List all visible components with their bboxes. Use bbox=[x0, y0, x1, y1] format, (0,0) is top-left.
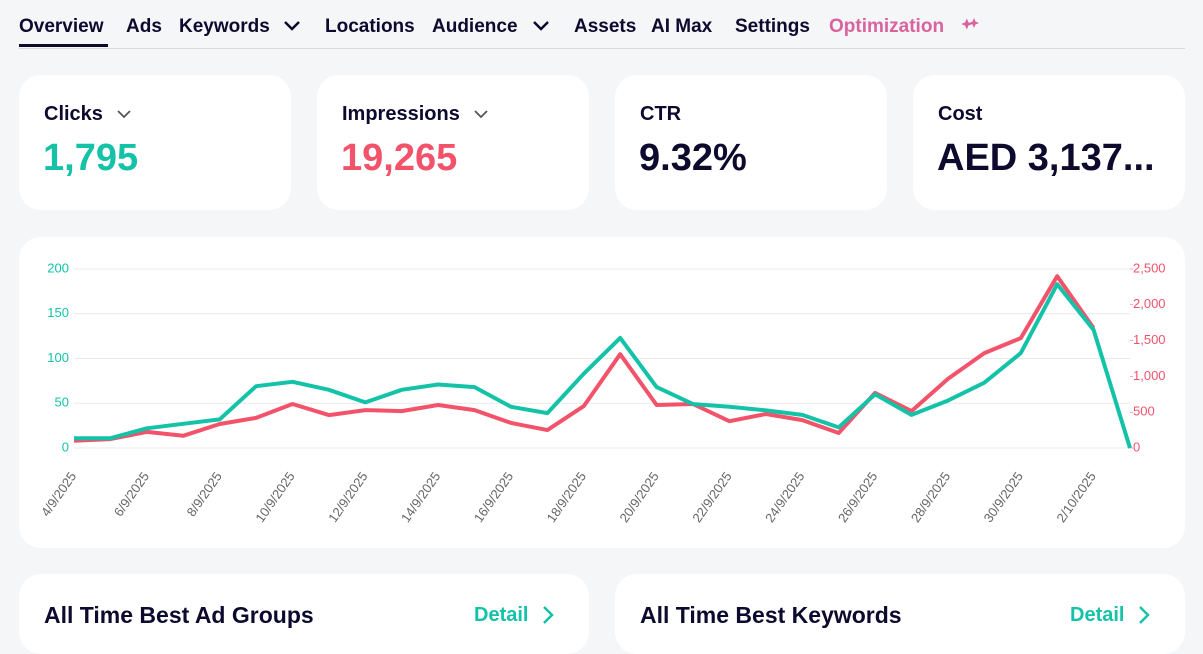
x-tick-label: 8/9/2025 bbox=[184, 469, 225, 519]
chevron bbox=[543, 606, 554, 624]
tab[interactable]: Overview bbox=[19, 16, 104, 37]
tab-underline bbox=[19, 44, 108, 47]
x-tick-label: 22/9/2025 bbox=[689, 469, 734, 525]
x-tick-label: 18/9/2025 bbox=[544, 469, 589, 525]
series-line bbox=[73, 274, 1096, 443]
tab[interactable]: Settings bbox=[735, 16, 810, 37]
sparkle-icon bbox=[961, 18, 979, 30]
x-tick-label: 24/9/2025 bbox=[762, 469, 807, 525]
kpi-label: Clicks bbox=[44, 103, 103, 125]
chevron bbox=[117, 110, 131, 119]
tab[interactable]: AI Max bbox=[651, 16, 713, 37]
series-line bbox=[74, 282, 1132, 449]
x-tick-label: 30/9/2025 bbox=[981, 469, 1026, 525]
page: Overview Ads Keywords Locations Audience… bbox=[19, 16, 1185, 628]
chevron bbox=[533, 21, 549, 31]
kpi-label: Impressions bbox=[342, 103, 460, 125]
x-tick-label: 2/10/2025 bbox=[1053, 469, 1098, 525]
y-tick-label: 0 bbox=[62, 439, 69, 454]
section-title: All Time Best Keywords bbox=[640, 602, 902, 628]
kpi-card[interactable]: Cost AED 3,137... bbox=[913, 75, 1185, 210]
kpi-label: CTR bbox=[640, 103, 682, 125]
kpi-card[interactable]: Clicks 1,795 bbox=[19, 75, 291, 210]
y-tick-label: 50 bbox=[55, 395, 69, 410]
tab[interactable]: Assets bbox=[574, 16, 637, 37]
kpi-card[interactable]: CTR 9.32% bbox=[615, 75, 887, 210]
x-tick-label: 28/9/2025 bbox=[908, 469, 953, 525]
x-tick-label: 4/9/2025 bbox=[38, 469, 79, 519]
x-tick-label: 10/9/2025 bbox=[252, 469, 297, 525]
kpi-value: 9.32% bbox=[639, 137, 747, 179]
tab[interactable]: Ads bbox=[126, 16, 162, 37]
x-tick-label: 20/9/2025 bbox=[616, 469, 661, 525]
section-card: All Time Best Ad Groups Detail bbox=[19, 574, 589, 654]
y-tick-label: 200 bbox=[47, 260, 69, 275]
y2-tick-label: 500 bbox=[1133, 404, 1155, 419]
y-tick-label: 100 bbox=[47, 350, 69, 365]
x-tick-label: 26/9/2025 bbox=[835, 469, 880, 525]
x-tick-label: 16/9/2025 bbox=[471, 469, 516, 525]
detail-link[interactable]: Detail bbox=[474, 604, 529, 626]
x-tick-label: 14/9/2025 bbox=[398, 469, 443, 525]
tab[interactable]: Optimization bbox=[829, 16, 945, 37]
y2-tick-label: 1,500 bbox=[1133, 332, 1166, 347]
detail-link[interactable]: Detail bbox=[1070, 604, 1125, 626]
chevron bbox=[284, 21, 300, 31]
chart-card: 0 50 100 150 200 0 500 1,000 1,500 2,000 2,500 4/9/… bbox=[19, 237, 1185, 548]
chevron bbox=[1139, 606, 1150, 624]
divider bbox=[19, 48, 1185, 49]
tab[interactable]: Locations bbox=[325, 16, 415, 37]
chevron bbox=[474, 110, 488, 119]
section-card: All Time Best Keywords Detail bbox=[615, 574, 1185, 654]
kpi-label: Cost bbox=[938, 103, 983, 125]
y2-tick-label: 2,500 bbox=[1133, 260, 1166, 275]
chart: 0 50 100 150 200 0 500 1,000 1,500 2,000 2,500 4/9/… bbox=[38, 260, 1166, 525]
x-tick-label: 6/9/2025 bbox=[111, 469, 152, 519]
tab[interactable]: Keywords bbox=[179, 16, 270, 37]
section-title: All Time Best Ad Groups bbox=[44, 602, 314, 628]
y2-tick-label: 0 bbox=[1133, 439, 1140, 454]
y-tick-label: 150 bbox=[47, 305, 69, 320]
y2-tick-label: 2,000 bbox=[1133, 296, 1166, 311]
x-tick-label: 12/9/2025 bbox=[325, 469, 370, 525]
kpi-value: 19,265 bbox=[341, 137, 458, 179]
kpi-value: 1,795 bbox=[43, 137, 139, 179]
kpi-value: AED 3,137... bbox=[937, 137, 1155, 179]
kpi-card[interactable]: Impressions 19,265 bbox=[317, 75, 589, 210]
y2-tick-label: 1,000 bbox=[1133, 368, 1166, 383]
tab[interactable]: Audience bbox=[432, 16, 518, 37]
